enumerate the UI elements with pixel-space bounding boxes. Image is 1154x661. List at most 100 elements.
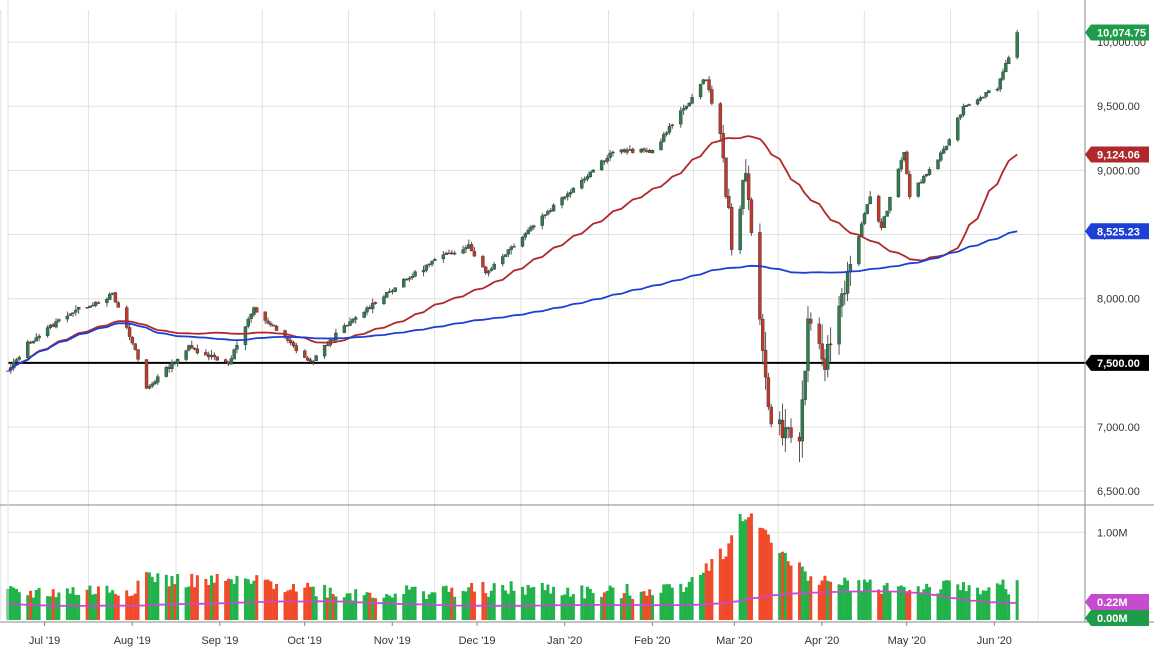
candle[interactable] [144, 359, 149, 389]
candle[interactable] [331, 339, 335, 342]
candle[interactable] [88, 305, 92, 308]
candle[interactable] [896, 168, 901, 198]
candle[interactable] [681, 104, 686, 115]
candle[interactable] [619, 149, 624, 155]
candle[interactable] [1006, 55, 1011, 65]
candle[interactable] [698, 83, 703, 100]
candle[interactable] [368, 304, 372, 310]
candle[interactable] [905, 150, 909, 175]
candle[interactable] [127, 324, 132, 341]
candle[interactable] [727, 188, 731, 210]
candle[interactable] [978, 95, 983, 102]
candle[interactable] [837, 295, 841, 355]
candle[interactable] [37, 333, 41, 342]
candle[interactable] [266, 317, 270, 325]
candle[interactable] [484, 265, 488, 276]
candle[interactable] [724, 157, 728, 199]
candle[interactable] [14, 358, 19, 363]
candle[interactable] [608, 149, 612, 162]
candle[interactable] [427, 263, 431, 268]
candle[interactable] [862, 211, 867, 226]
candle[interactable] [843, 280, 847, 305]
candle[interactable] [308, 357, 313, 364]
candle[interactable] [902, 151, 906, 163]
candle[interactable] [588, 171, 593, 178]
candle[interactable] [150, 381, 154, 389]
candle[interactable] [481, 254, 485, 268]
candle[interactable] [778, 411, 782, 436]
candle[interactable] [879, 218, 884, 231]
candle[interactable] [806, 306, 810, 383]
candle[interactable] [441, 251, 446, 263]
candle[interactable] [817, 317, 821, 350]
candle[interactable] [444, 251, 448, 255]
candle[interactable] [506, 249, 511, 258]
candle[interactable] [54, 318, 58, 329]
candle[interactable] [769, 403, 773, 428]
candle[interactable] [334, 328, 338, 344]
candle[interactable] [984, 91, 988, 99]
candle[interactable] [467, 239, 471, 249]
candle[interactable] [602, 160, 607, 165]
candle[interactable] [249, 313, 253, 324]
candle[interactable] [961, 103, 966, 117]
candle[interactable] [532, 224, 536, 230]
candle[interactable] [828, 327, 833, 362]
candle[interactable] [167, 363, 171, 373]
candle[interactable] [582, 176, 587, 184]
candle[interactable] [489, 266, 494, 272]
candle[interactable] [549, 208, 553, 213]
candle[interactable] [274, 324, 279, 331]
candle[interactable] [611, 150, 615, 157]
candle[interactable] [560, 196, 564, 209]
candle[interactable] [461, 245, 465, 254]
candle[interactable] [780, 403, 785, 446]
price-pane[interactable] [6, 29, 1086, 463]
candle[interactable] [322, 345, 327, 360]
candle[interactable] [311, 359, 315, 366]
candle[interactable] [529, 224, 533, 232]
candle[interactable] [45, 325, 50, 338]
candle[interactable] [857, 234, 861, 267]
candle[interactable] [710, 85, 714, 106]
candle[interactable] [464, 245, 468, 254]
candle[interactable] [995, 87, 1000, 92]
candle[interactable] [540, 212, 544, 230]
candle[interactable] [667, 123, 672, 135]
candle[interactable] [387, 288, 392, 294]
candle[interactable] [212, 352, 217, 360]
candle[interactable] [670, 123, 674, 129]
candle[interactable] [370, 298, 375, 314]
candle[interactable] [865, 204, 870, 215]
candle[interactable] [687, 102, 691, 107]
candle[interactable] [57, 318, 61, 323]
candle[interactable] [362, 310, 366, 319]
candle[interactable] [882, 215, 886, 229]
candle[interactable] [226, 361, 231, 366]
candle[interactable] [450, 249, 454, 256]
candle[interactable] [472, 247, 477, 257]
candle[interactable] [820, 324, 824, 367]
candle[interactable] [413, 270, 417, 278]
candle[interactable] [288, 336, 293, 346]
candle[interactable] [876, 194, 881, 223]
candle[interactable] [190, 340, 194, 349]
candle[interactable] [105, 297, 109, 307]
candle[interactable] [520, 236, 525, 248]
candle[interactable] [351, 317, 355, 324]
candle[interactable] [662, 131, 666, 143]
candle[interactable] [125, 305, 129, 330]
candle[interactable] [486, 269, 491, 277]
candle[interactable] [303, 349, 307, 358]
candle[interactable] [599, 159, 604, 172]
candle[interactable] [741, 179, 745, 216]
candle[interactable] [204, 349, 208, 356]
candle[interactable] [345, 324, 349, 327]
candle[interactable] [28, 340, 33, 344]
candle[interactable] [645, 147, 649, 153]
candle[interactable] [404, 278, 409, 281]
candle[interactable] [93, 301, 98, 308]
candle[interactable] [447, 249, 451, 255]
